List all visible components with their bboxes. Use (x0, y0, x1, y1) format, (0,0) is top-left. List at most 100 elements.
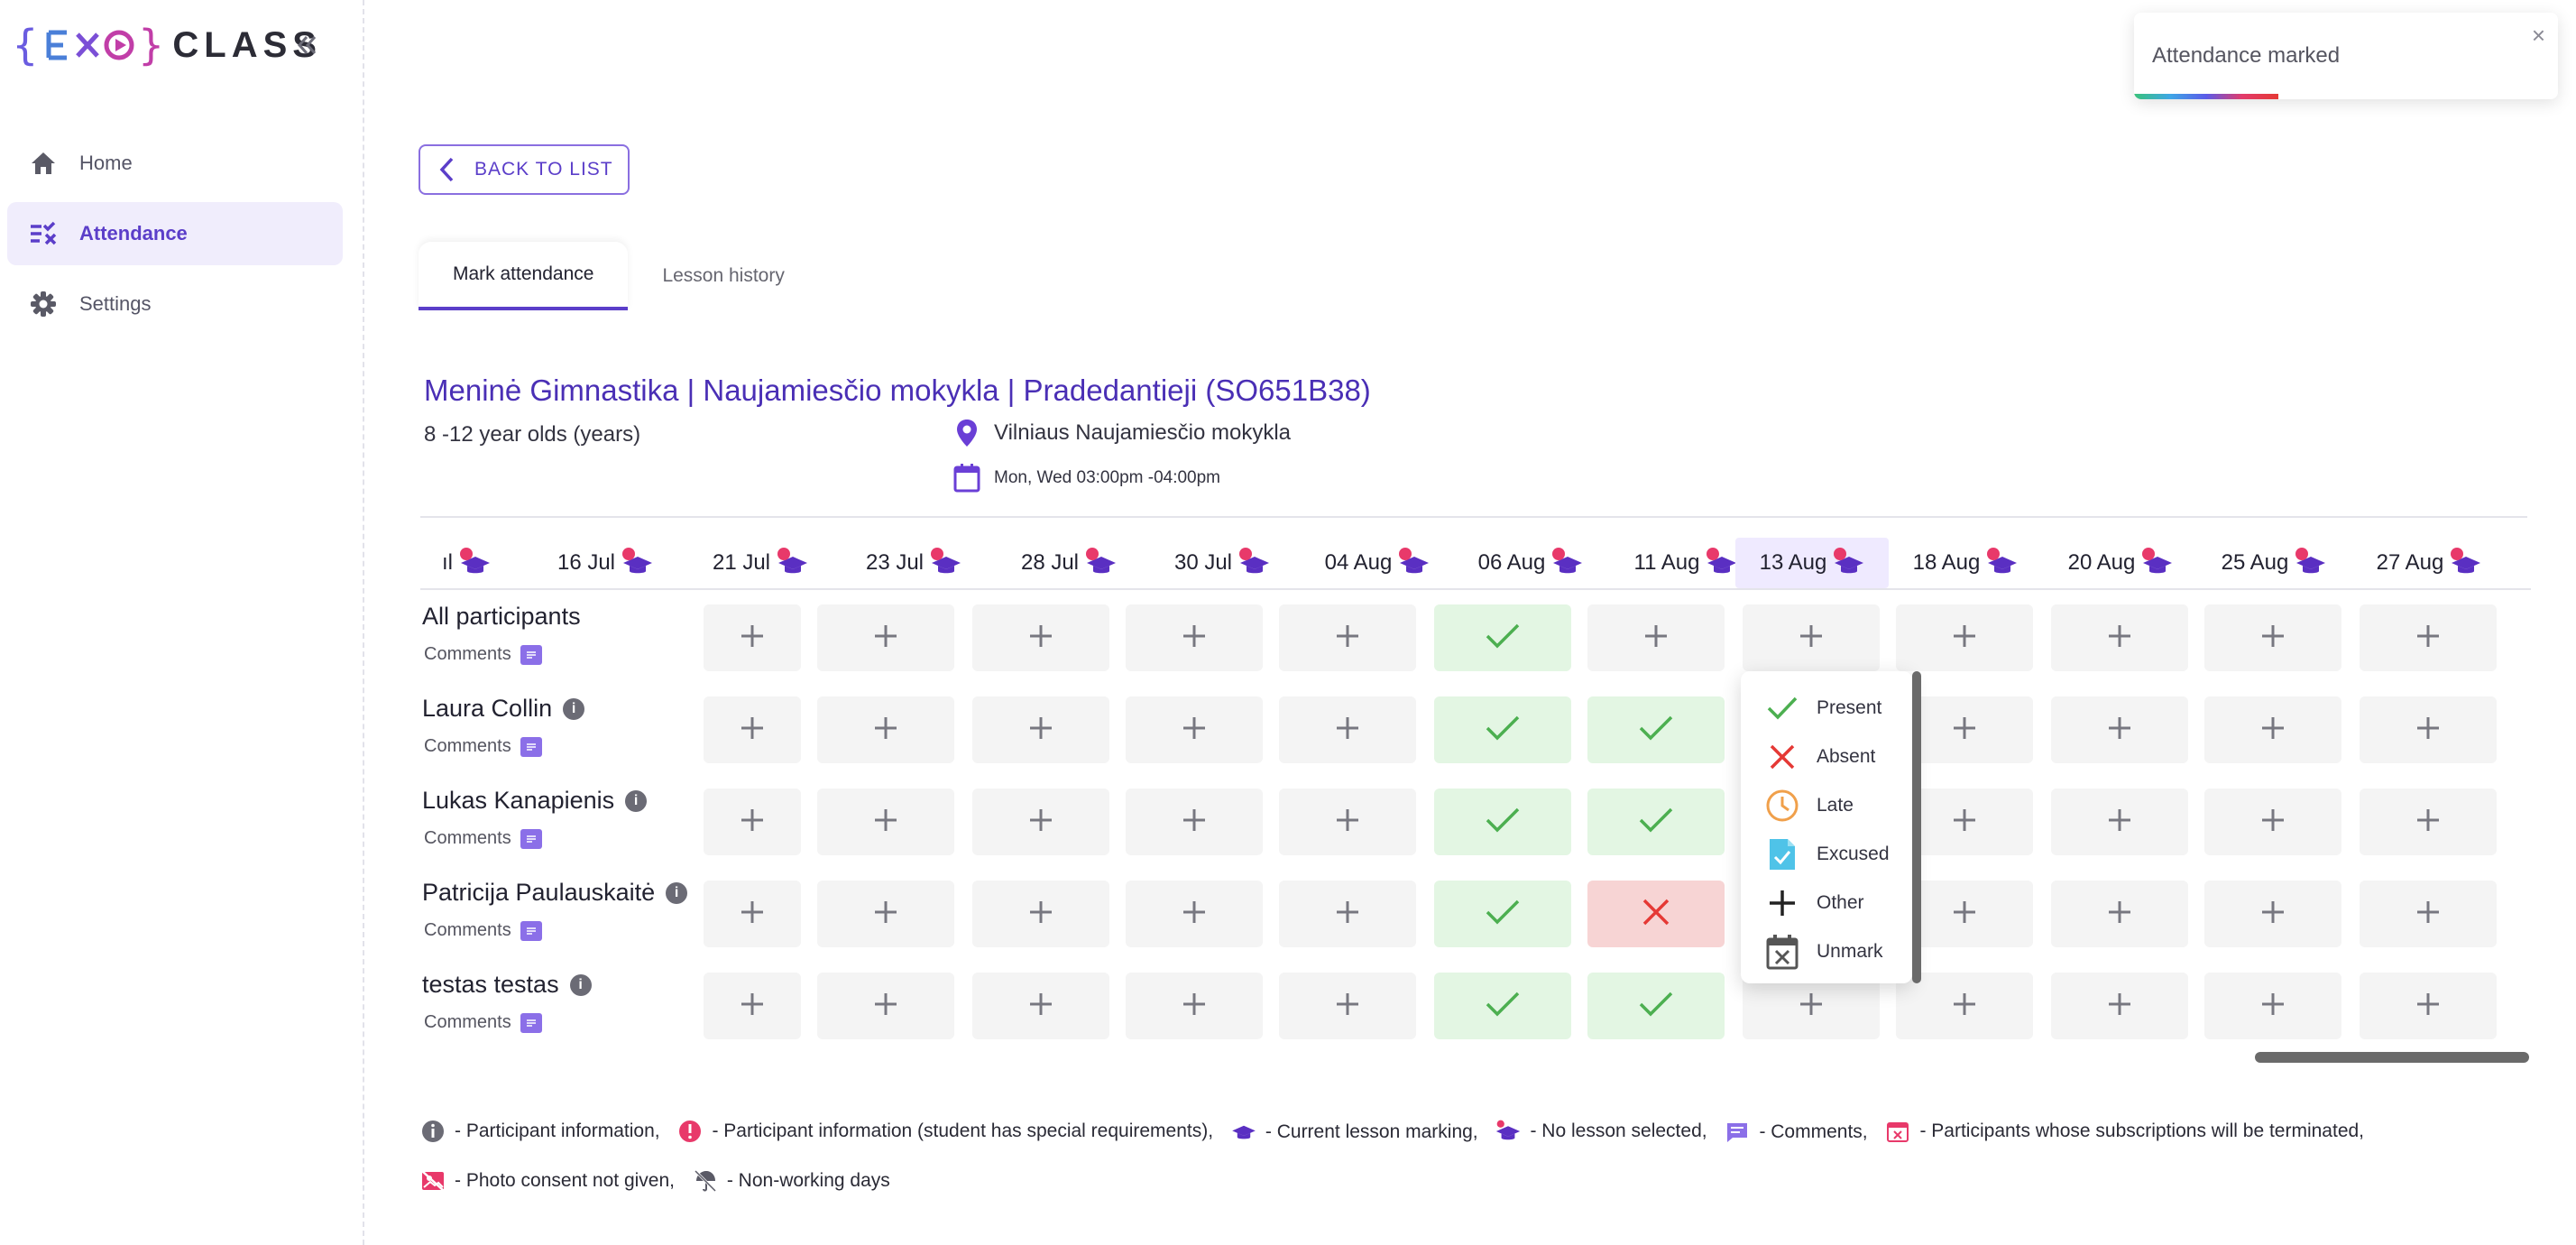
comments-link[interactable]: Comments (424, 644, 542, 665)
attendance-cell-unmarked[interactable] (817, 788, 954, 855)
status-menu-scrollbar[interactable] (1912, 671, 1921, 983)
status-option-late[interactable]: Late (1764, 781, 1912, 830)
date-cell[interactable]: 30 Jul (1145, 538, 1299, 588)
date-cell[interactable]: 25 Aug (2197, 538, 2351, 588)
sidebar-item-settings[interactable]: Settings (7, 272, 343, 336)
date-cell[interactable]: 06 Aug (1454, 538, 1607, 588)
attendance-cell-present[interactable] (1434, 788, 1571, 855)
attendance-cell-unmarked[interactable] (1279, 696, 1416, 763)
attendance-cell-unmarked[interactable] (1126, 788, 1263, 855)
status-option-other[interactable]: Other (1764, 879, 1912, 927)
date-cell[interactable]: 23 Jul (837, 538, 990, 588)
participant-name[interactable]: Patricija Paulauskaitė i (422, 879, 688, 907)
status-option-present[interactable]: Present (1764, 684, 1912, 733)
date-cell[interactable]: 11 Aug (1609, 538, 1762, 588)
attendance-cell-unmarked[interactable] (1126, 881, 1263, 947)
grid-horizontal-scrollbar[interactable] (2255, 1052, 2529, 1063)
attendance-cell-unmarked[interactable] (817, 696, 954, 763)
attendance-cell-unmarked[interactable] (972, 973, 1109, 1039)
attendance-cell-unmarked[interactable] (2051, 604, 2188, 671)
status-option-unmark[interactable]: Unmark (1764, 927, 1912, 976)
attendance-cell-unmarked[interactable] (1279, 788, 1416, 855)
comments-link[interactable]: Comments (424, 920, 542, 941)
info-icon[interactable]: i (666, 881, 688, 904)
attendance-cell-unmarked[interactable] (972, 788, 1109, 855)
attendance-cell-unmarked[interactable] (2051, 788, 2188, 855)
attendance-cell-unmarked[interactable] (817, 973, 954, 1039)
attendance-cell-unmarked[interactable] (704, 696, 801, 763)
collapse-sidebar-icon[interactable] (289, 27, 325, 63)
attendance-cell-unmarked[interactable] (2360, 881, 2497, 947)
info-icon[interactable]: i (569, 973, 592, 996)
date-cell[interactable]: 04 Aug (1301, 538, 1454, 588)
attendance-cell-unmarked[interactable] (2360, 696, 2497, 763)
attendance-cell-unmarked[interactable] (1279, 973, 1416, 1039)
attendance-cell-unmarked[interactable] (2051, 696, 2188, 763)
attendance-cell-unmarked[interactable] (2360, 788, 2497, 855)
date-cell[interactable]: 20 Aug (2044, 538, 2197, 588)
date-cell[interactable]: 18 Aug (1889, 538, 2042, 588)
attendance-cell-unmarked[interactable] (2360, 604, 2497, 671)
tab-mark-attendance[interactable]: Mark attendance (419, 242, 629, 310)
comments-link[interactable]: Comments (424, 1012, 542, 1033)
attendance-cell-unmarked[interactable] (1896, 604, 2033, 671)
attendance-cell-unmarked[interactable] (704, 973, 801, 1039)
participant-name[interactable]: testas testas i (422, 971, 592, 999)
date-cell[interactable]: ıl (420, 538, 543, 588)
comments-link[interactable]: Comments (424, 828, 542, 849)
attendance-cell-unmarked[interactable] (1743, 973, 1880, 1039)
info-icon[interactable]: i (625, 789, 648, 812)
attendance-cell-unmarked[interactable] (1279, 604, 1416, 671)
attendance-cell-present[interactable] (1587, 788, 1725, 855)
attendance-cell-unmarked[interactable] (2051, 973, 2188, 1039)
attendance-cell-unmarked[interactable] (2051, 881, 2188, 947)
comments-link[interactable]: Comments (424, 736, 542, 757)
date-cell[interactable]: 28 Jul (992, 538, 1145, 588)
date-cell-selected[interactable]: 13 Aug (1735, 538, 1889, 588)
attendance-cell-unmarked[interactable] (2360, 973, 2497, 1039)
info-icon[interactable]: i (563, 697, 585, 720)
attendance-cell-present[interactable] (1587, 696, 1725, 763)
attendance-cell-unmarked[interactable] (704, 881, 801, 947)
tab-lesson-history[interactable]: Lesson history (662, 265, 785, 286)
attendance-cell-unmarked[interactable] (972, 881, 1109, 947)
attendance-cell-unmarked[interactable] (1126, 973, 1263, 1039)
attendance-cell-present[interactable] (1434, 604, 1571, 671)
attendance-cell-present[interactable] (1434, 696, 1571, 763)
status-option-excused[interactable]: Excused (1764, 830, 1912, 879)
date-cell[interactable]: 16 Jul (529, 538, 682, 588)
sidebar-item-attendance[interactable]: Attendance (7, 202, 343, 265)
attendance-cell-unmarked[interactable] (1743, 604, 1880, 671)
attendance-cell-unmarked[interactable] (1896, 973, 2033, 1039)
participant-name[interactable]: Lukas Kanapienis i (422, 787, 648, 815)
attendance-cell-unmarked[interactable] (817, 881, 954, 947)
attendance-cell-unmarked[interactable] (2204, 604, 2341, 671)
attendance-cell-unmarked[interactable] (972, 604, 1109, 671)
attendance-cell-unmarked[interactable] (2204, 788, 2341, 855)
date-cell[interactable]: 21 Jul (684, 538, 837, 588)
attendance-cell-present[interactable] (1434, 973, 1571, 1039)
sidebar-item-home[interactable]: Home (7, 132, 343, 195)
close-icon[interactable]: × (2531, 22, 2545, 49)
attendance-cell-present[interactable] (1587, 973, 1725, 1039)
date-cell[interactable]: 27 Aug (2352, 538, 2506, 588)
chevron-left-icon (438, 156, 455, 183)
attendance-cell-unmarked[interactable] (2204, 881, 2341, 947)
attendance-cell-unmarked[interactable] (2204, 973, 2341, 1039)
status-option-absent[interactable]: Absent (1764, 733, 1912, 781)
attendance-cell-unmarked[interactable] (2204, 696, 2341, 763)
attendance-cell-unmarked[interactable] (972, 696, 1109, 763)
back-to-list-button[interactable]: BACK TO LIST (419, 144, 630, 195)
attendance-cell-absent[interactable] (1587, 881, 1725, 947)
attendance-cell-unmarked[interactable] (1126, 696, 1263, 763)
participant-name[interactable]: Laura Collin i (422, 695, 585, 723)
attendance-cell-unmarked[interactable] (704, 788, 801, 855)
attendance-cell-present[interactable] (1434, 881, 1571, 947)
plus-icon (1334, 991, 1361, 1022)
app-logo[interactable]: { } CLASS (13, 20, 322, 70)
attendance-cell-unmarked[interactable] (704, 604, 801, 671)
attendance-cell-unmarked[interactable] (1126, 604, 1263, 671)
attendance-cell-unmarked[interactable] (817, 604, 954, 671)
attendance-cell-unmarked[interactable] (1587, 604, 1725, 671)
attendance-cell-unmarked[interactable] (1279, 881, 1416, 947)
